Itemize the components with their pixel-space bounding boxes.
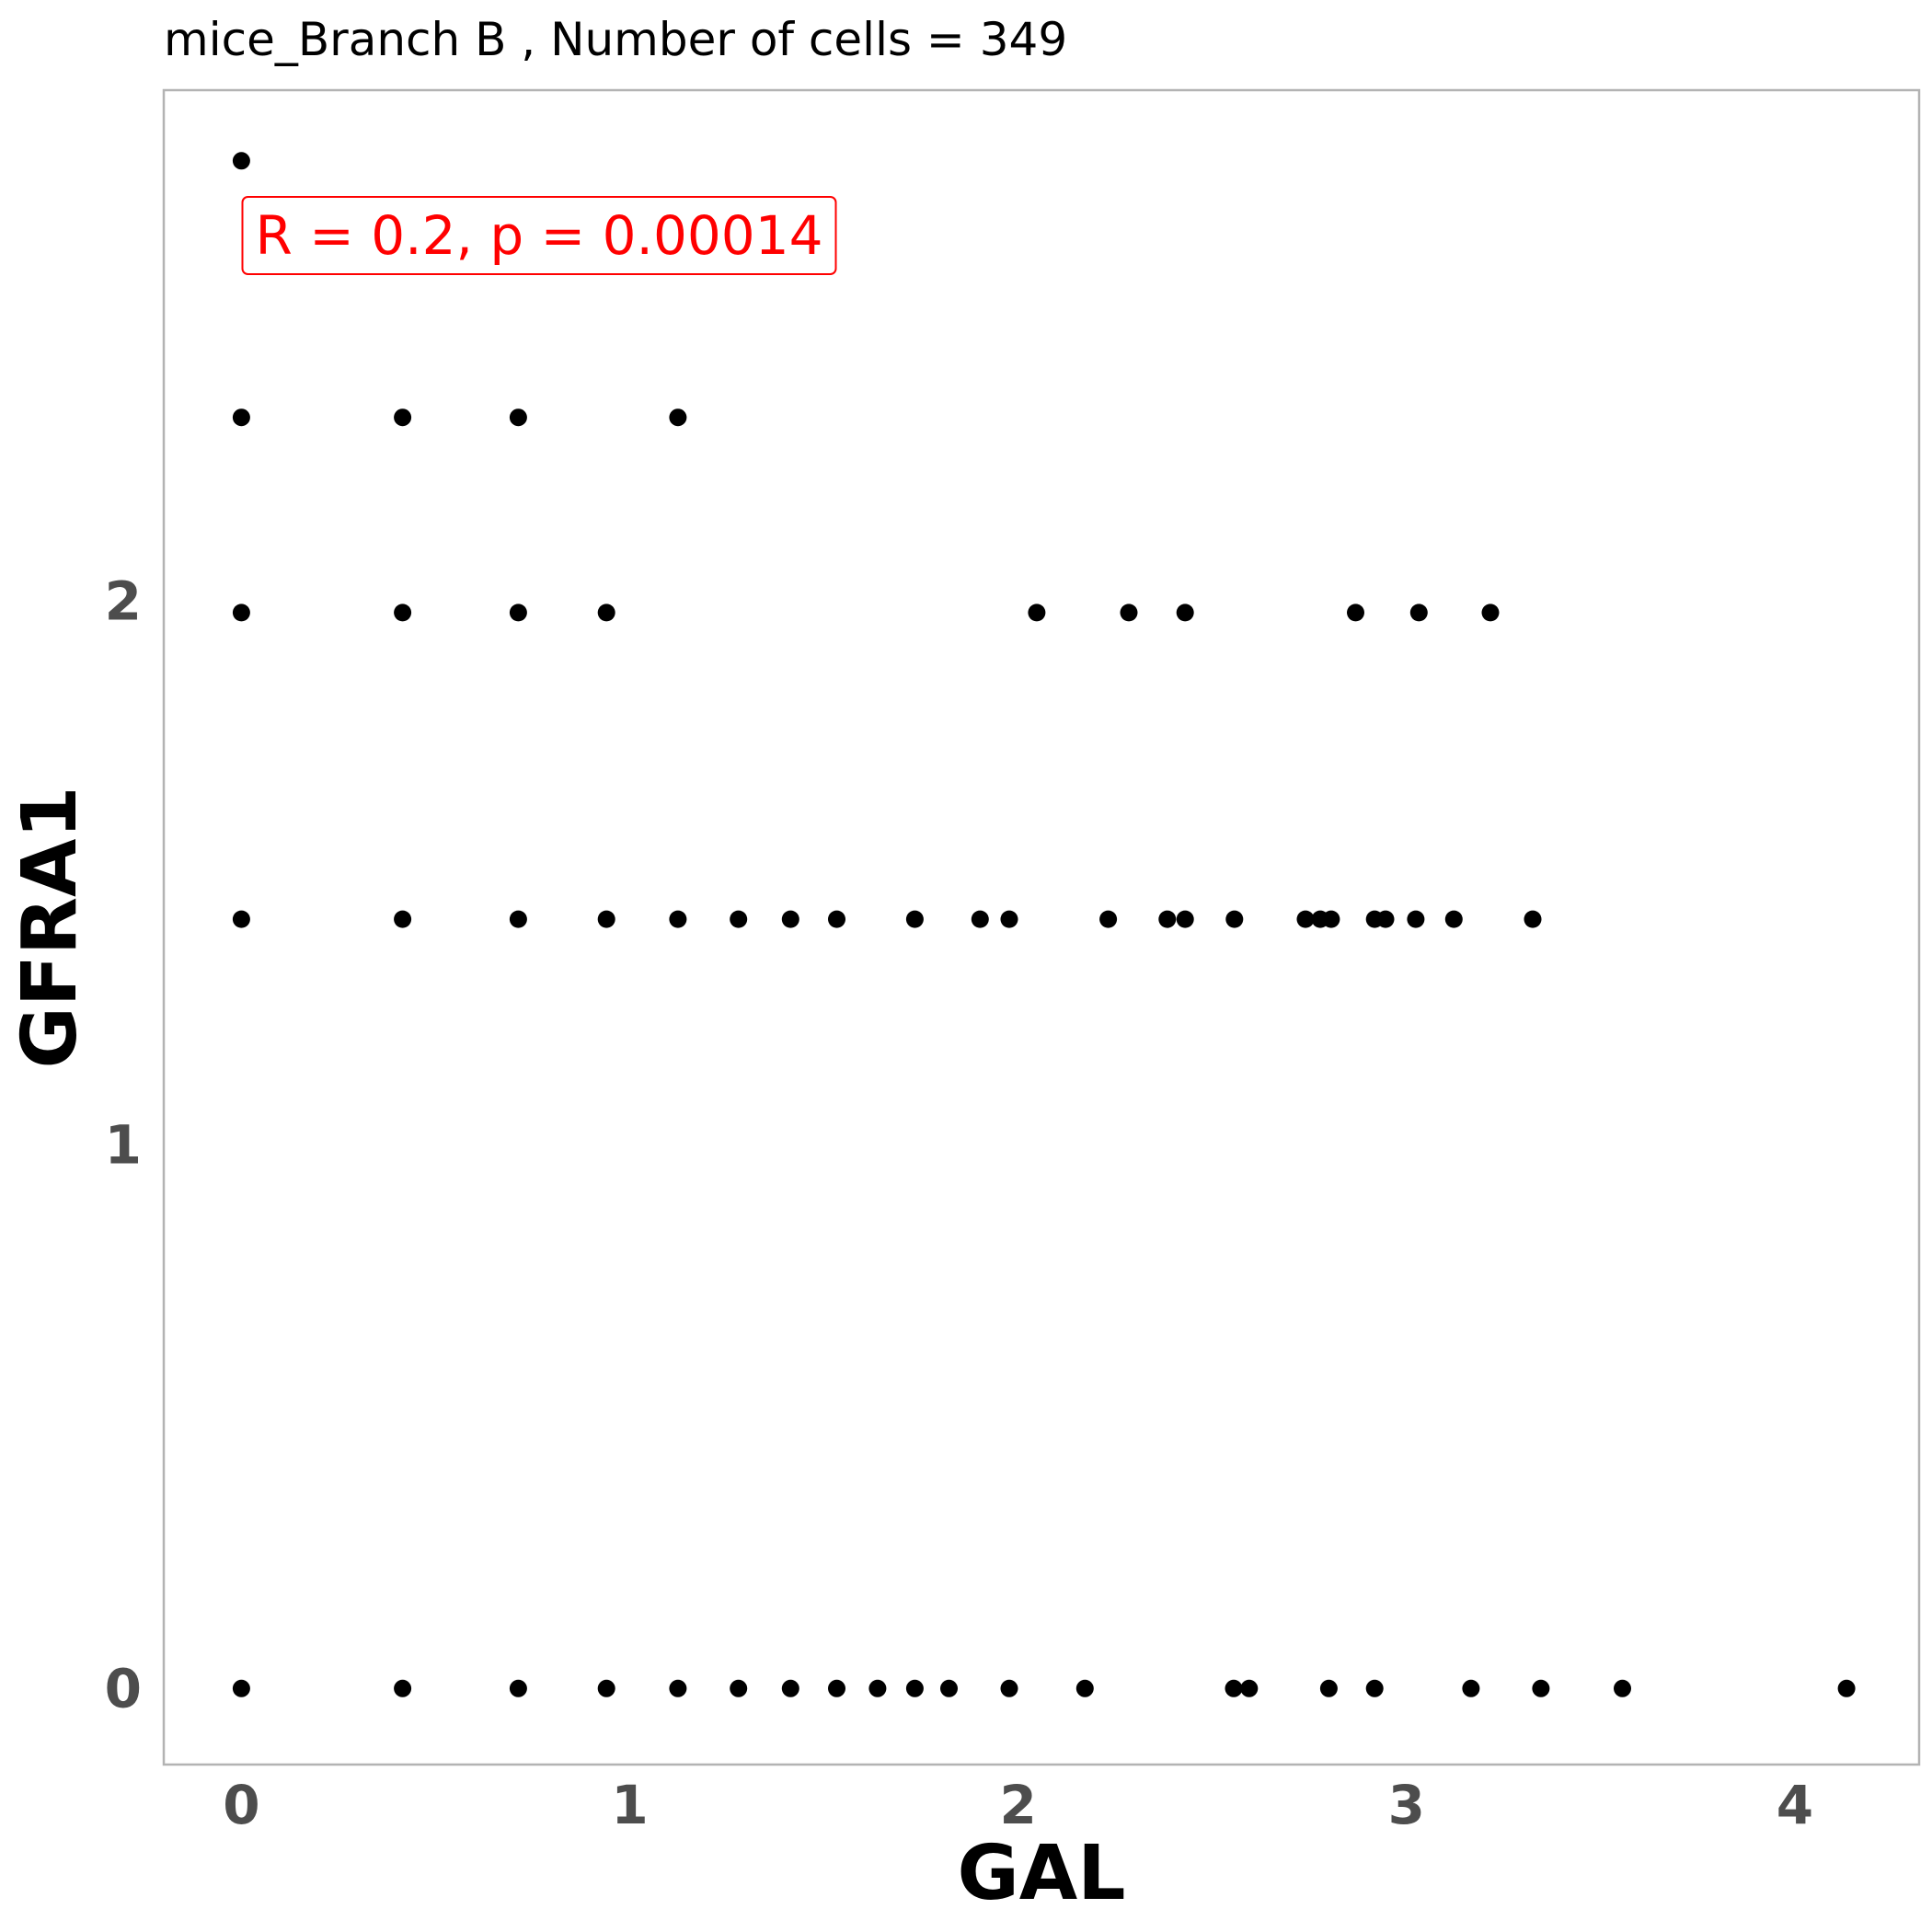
data-point [232, 408, 250, 427]
x-tick-label: 4 [1777, 1774, 1813, 1836]
correlation-annotation: R = 0.2, p = 0.00014 [241, 196, 837, 275]
data-point [940, 1679, 958, 1697]
data-point [730, 1679, 748, 1697]
data-point [669, 910, 687, 928]
data-point [1000, 1679, 1018, 1697]
data-point [394, 1679, 412, 1697]
data-point [597, 910, 615, 928]
data-point [394, 604, 412, 622]
data-point [1376, 910, 1395, 928]
annotation-box [241, 196, 837, 275]
data-point [868, 1679, 887, 1697]
data-point [1158, 910, 1177, 928]
data-point [1176, 910, 1194, 928]
data-point [232, 152, 250, 170]
data-point [828, 910, 845, 928]
x-tick-label: 0 [223, 1774, 259, 1836]
data-point [232, 604, 250, 622]
chart-title: mice_Branch B , Number of cells = 349 [164, 13, 1067, 66]
annotation-text: R = 0.2, p = 0.00014 [255, 204, 822, 267]
data-point [1614, 1679, 1631, 1697]
data-point [905, 910, 924, 928]
data-point [509, 604, 527, 622]
data-points [232, 152, 1856, 1697]
data-point [597, 604, 615, 622]
data-point [1462, 1679, 1480, 1697]
y-tick-label: 2 [105, 569, 142, 632]
data-point [509, 910, 527, 928]
data-point [669, 1679, 687, 1697]
data-point [1176, 604, 1194, 622]
data-point [781, 1679, 799, 1697]
plot-panel [162, 88, 1921, 1766]
data-point [1347, 604, 1364, 622]
data-point [232, 910, 250, 928]
data-point [1120, 604, 1138, 622]
data-point [509, 1679, 527, 1697]
x-tick-labels: 0 1 2 3 4 [223, 1774, 1813, 1836]
data-point [1319, 1679, 1338, 1697]
data-point [1322, 910, 1340, 928]
data-point [828, 1679, 845, 1697]
data-point [509, 408, 527, 427]
data-point [1099, 910, 1118, 928]
data-point [1524, 910, 1542, 928]
data-point [1481, 604, 1500, 622]
data-point [971, 910, 989, 928]
y-tick-label: 1 [105, 1113, 142, 1176]
data-point [1409, 604, 1428, 622]
data-point [1532, 1679, 1550, 1697]
y-tick-labels: 0 1 2 [105, 569, 142, 1719]
x-tick-label: 3 [1388, 1774, 1425, 1836]
data-point [1365, 1679, 1384, 1697]
data-point [669, 408, 687, 427]
data-point [597, 1679, 615, 1697]
y-axis-title: GFRA1 [6, 787, 94, 1069]
x-tick-label: 2 [999, 1774, 1036, 1836]
data-point [1444, 910, 1463, 928]
data-point [730, 910, 748, 928]
data-point [394, 910, 412, 928]
data-point [1000, 910, 1018, 928]
data-point [1028, 604, 1046, 622]
y-tick-label: 0 [105, 1657, 142, 1719]
data-point [1225, 1679, 1243, 1697]
data-point [1225, 910, 1244, 928]
data-point [1075, 1679, 1094, 1697]
data-point [1296, 910, 1315, 928]
data-point [232, 1679, 250, 1697]
data-point [1240, 1679, 1259, 1697]
x-axis-title: GAL [957, 1830, 1125, 1917]
data-point [1407, 910, 1425, 928]
data-point [781, 910, 799, 928]
x-tick-label: 1 [611, 1774, 648, 1836]
data-point [905, 1679, 924, 1697]
data-point [394, 408, 412, 427]
data-point [1837, 1679, 1856, 1697]
